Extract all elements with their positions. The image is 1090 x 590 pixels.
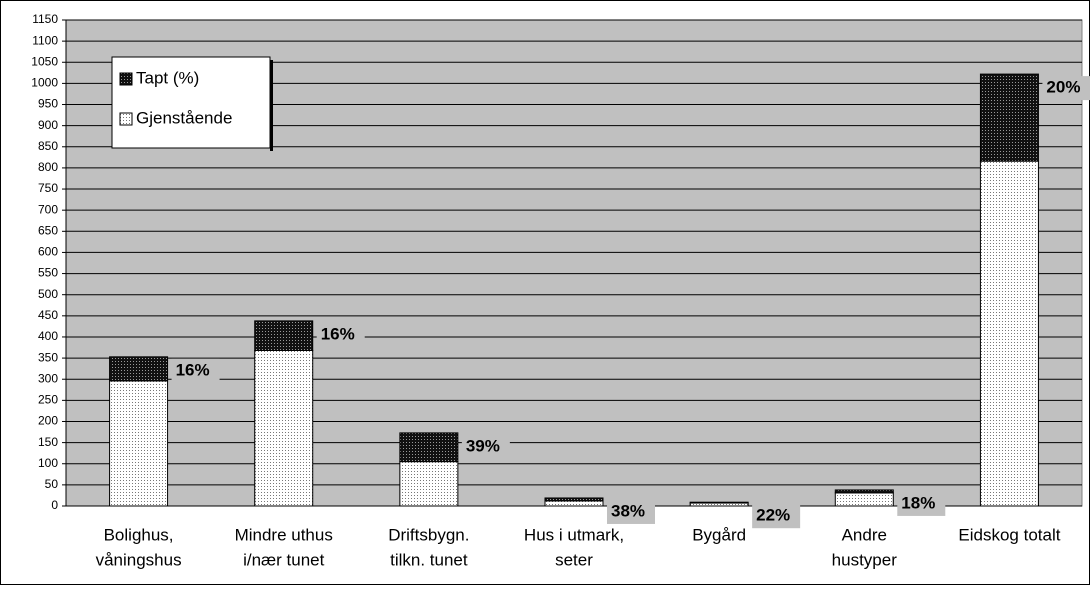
bar-segment [399, 432, 459, 463]
y-tick-label: 300 [38, 371, 58, 385]
x-tick-label: Mindre uthus [235, 525, 333, 544]
x-tick-label: hustyper [832, 550, 898, 569]
y-tick-label: 0 [51, 498, 58, 512]
annotation-bg [1042, 76, 1090, 101]
annotation: 39% [466, 436, 500, 455]
bar-segment [834, 492, 894, 507]
y-tick-label: 600 [38, 245, 58, 259]
y-tick-label: 100 [38, 456, 58, 470]
y-tick-label: 550 [38, 266, 58, 280]
annotation-bg [607, 499, 655, 524]
y-tick-label: 450 [38, 308, 58, 322]
bar-segment [254, 320, 314, 351]
bar-segment [544, 500, 604, 507]
y-tick-label: 650 [38, 223, 58, 237]
x-tick-label: tilkn. tunet [390, 550, 468, 569]
y-tick-label: 250 [38, 393, 58, 407]
y-tick-label: 1150 [32, 12, 58, 26]
y-tick-label: 400 [38, 329, 58, 343]
annotation: 20% [1046, 78, 1080, 97]
y-tick-label: 350 [38, 350, 58, 364]
x-tick-label: seter [555, 550, 593, 569]
x-tick-label: Bygård [692, 525, 746, 544]
annotation: 38% [611, 501, 645, 520]
y-tick-label: 700 [38, 202, 58, 216]
annotation-bg [897, 491, 946, 516]
bar-segment [544, 497, 604, 502]
legend-swatch [119, 72, 133, 86]
bar-segment [834, 489, 894, 494]
y-tick-label: 500 [38, 287, 58, 301]
y-tick-label: 1050 [31, 54, 58, 68]
x-tick-label: Eidskog totalt [958, 525, 1060, 544]
y-tick-label: 200 [38, 414, 58, 428]
x-tick-label: Andre [842, 525, 887, 544]
legend-label: Gjenstående [136, 108, 232, 127]
annotation-bg [461, 434, 510, 459]
y-tick-label: 1100 [32, 33, 58, 47]
annotation: 18% [901, 493, 935, 512]
bar-segment [399, 461, 459, 507]
annotation-bg [752, 504, 801, 529]
x-tick-label: våningshus [96, 550, 182, 569]
bar-segment [979, 73, 1039, 162]
x-tick-label: Hus i utmark, [524, 525, 624, 544]
x-tick-label: i/nær tunet [243, 550, 325, 569]
annotation-bg [316, 322, 365, 347]
bar-segment [109, 380, 169, 507]
annotation-bg [171, 358, 220, 383]
annotation: 16% [176, 360, 210, 379]
annotation: 16% [321, 324, 355, 343]
legend-box [111, 56, 271, 149]
bar-segment [109, 356, 169, 382]
y-tick-label: 1000 [31, 76, 58, 90]
y-tick-label: 50 [45, 477, 59, 491]
bar-segment [254, 349, 314, 507]
x-tick-label: Bolighus, [104, 525, 174, 544]
legend-shadow [270, 60, 273, 151]
y-tick-label: 900 [38, 118, 58, 132]
legend-label: Tapt (%) [136, 68, 199, 87]
y-tick-label: 950 [38, 97, 58, 111]
bar-segment [689, 501, 749, 504]
annotation: 22% [756, 506, 790, 525]
y-tick-label: 150 [38, 435, 58, 449]
legend-swatch [119, 112, 133, 126]
bar-segment [979, 160, 1039, 507]
y-tick-label: 800 [38, 160, 58, 174]
y-tick-label: 750 [38, 181, 58, 195]
y-tick-label: 850 [38, 139, 58, 153]
x-tick-label: Driftsbygn. [388, 525, 469, 544]
